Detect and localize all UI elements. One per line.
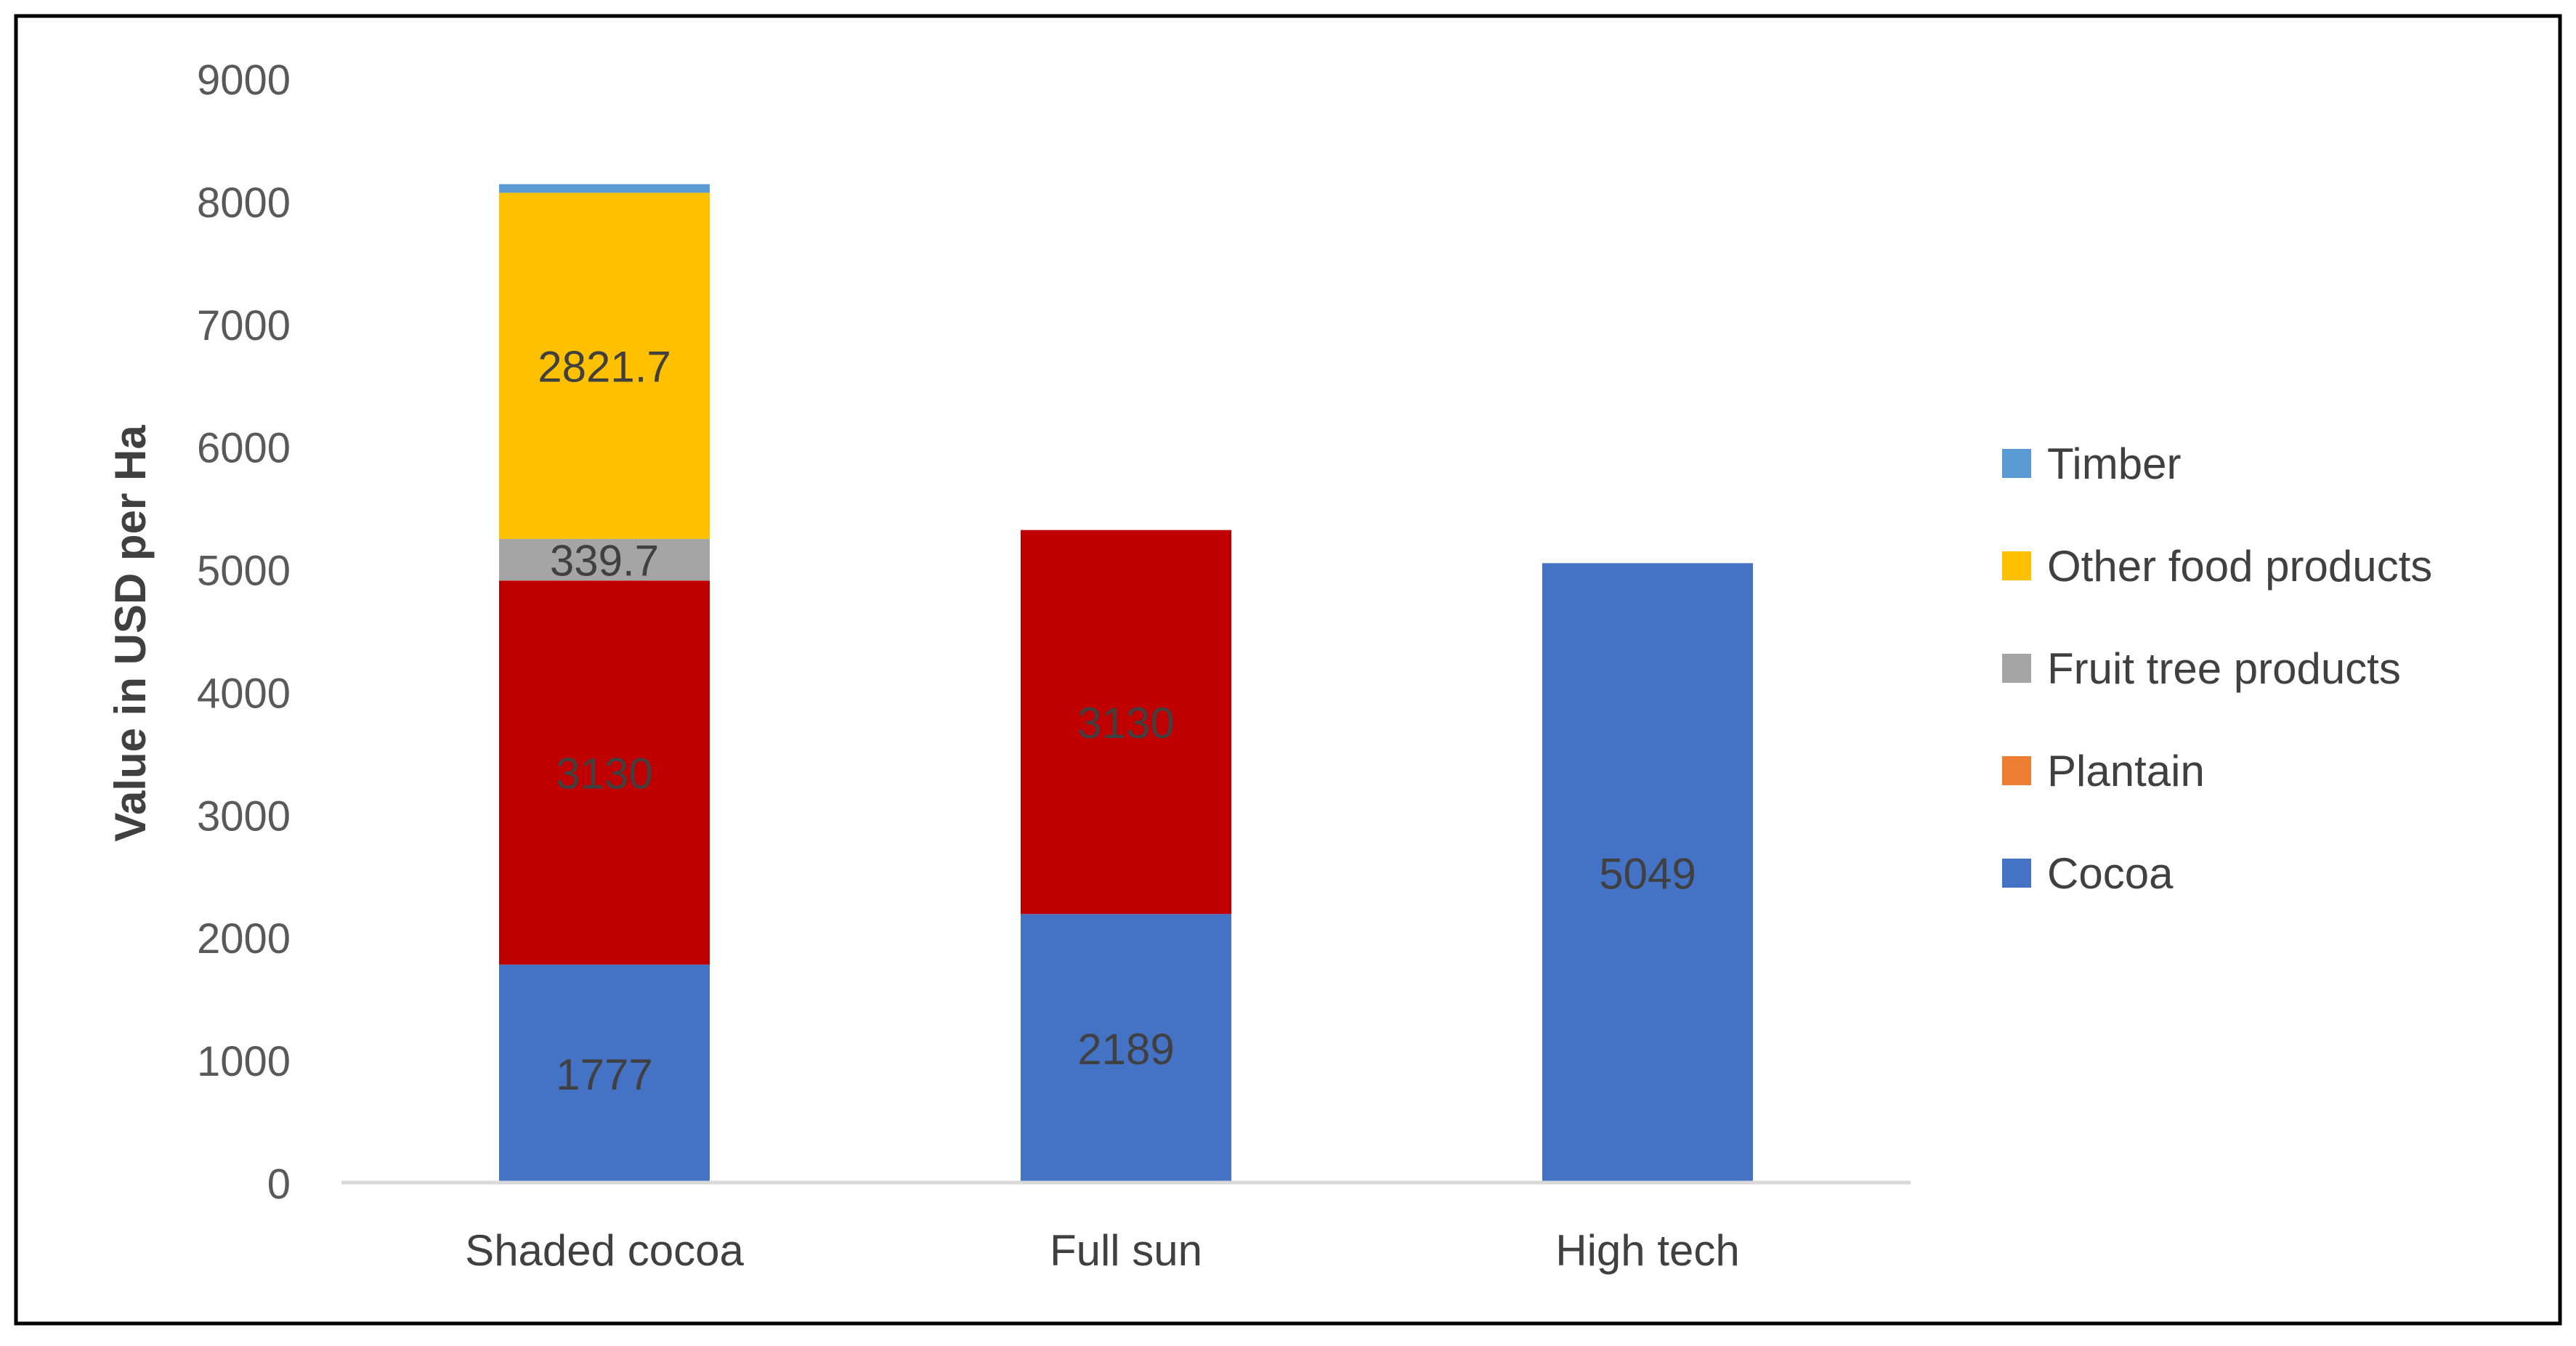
bar-shaded-cocoa-timber [499, 184, 710, 193]
legend-label-plantain: Plantain [2047, 747, 2205, 795]
legend-swatch-cocoa [2002, 859, 2031, 888]
legend-label-other-food-products: Other food products [2047, 542, 2432, 591]
bar-shaded-cocoa-plantain [499, 580, 710, 965]
y-tick-label: 7000 [197, 302, 291, 349]
data-label: 2821.7 [538, 343, 671, 392]
y-axis-ticks: 0 1000 2000 3000 4000 5000 6000 7000 8000 9000 [197, 57, 291, 1208]
x-tick-label: High tech [1555, 1226, 1739, 1275]
bar-full-sun-plantain [1021, 530, 1231, 915]
legend-label-timber: Timber [2047, 439, 2181, 488]
data-label: 3130 [1077, 699, 1174, 747]
legend-label-fruit-tree-products: Fruit tree products [2047, 644, 2401, 693]
bar-data-labels: 1777 3130 339.7 2821.7 2189 3130 5049 [538, 343, 1696, 1099]
chart-border [14, 14, 2562, 1326]
y-tick-label: 4000 [197, 670, 291, 717]
legend-swatch-fruit-tree-products [2002, 654, 2031, 683]
data-label: 2189 [1077, 1025, 1174, 1074]
y-tick-label: 5000 [197, 548, 291, 595]
y-tick-label: 6000 [197, 425, 291, 472]
data-label: 1777 [556, 1050, 652, 1099]
legend-swatch-timber [2002, 449, 2031, 478]
legend-swatch-plantain [2002, 756, 2031, 785]
y-tick-label: 9000 [197, 57, 291, 104]
bar-shaded-cocoa-other-food-products [499, 192, 710, 539]
bars [499, 184, 1753, 1183]
y-tick-label: 1000 [197, 1038, 291, 1085]
legend: Timber Other food products Fruit tree prod… [2002, 439, 2432, 898]
y-tick-label: 0 [267, 1161, 291, 1208]
bar-full-sun-cocoa [1021, 914, 1231, 1183]
y-tick-label: 3000 [197, 792, 291, 840]
data-label: 339.7 [550, 537, 659, 585]
x-tick-label: Full sun [1050, 1226, 1202, 1275]
bar-high-tech-cocoa [1542, 563, 1753, 1183]
x-tick-label: Shaded cocoa [465, 1226, 744, 1275]
data-label: 5049 [1599, 850, 1696, 899]
data-label: 3130 [556, 750, 652, 798]
y-tick-label: 8000 [197, 179, 291, 227]
x-axis-tick-labels: Shaded cocoa Full sun High tech [465, 1226, 1740, 1275]
bar-shaded-cocoa-fruit-tree-products [499, 538, 710, 581]
bar-shaded-cocoa-cocoa [499, 964, 710, 1183]
y-axis-title: Value in USD per Ha [106, 425, 155, 842]
legend-label-cocoa: Cocoa [2047, 849, 2174, 898]
y-tick-label: 2000 [197, 915, 291, 962]
legend-swatch-other-food-products [2002, 551, 2031, 580]
